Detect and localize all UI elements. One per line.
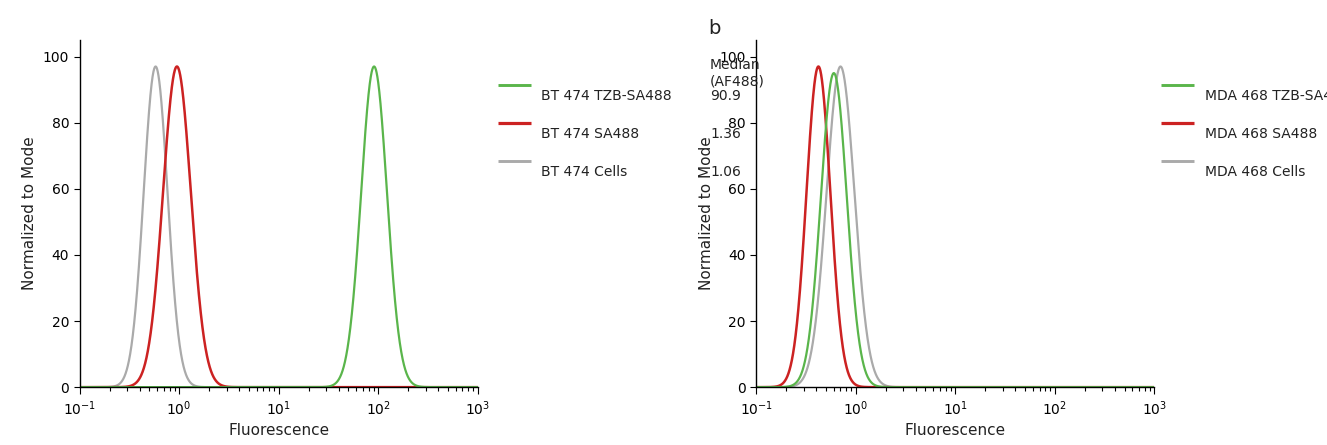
Text: BT 474 Cells: BT 474 Cells [541, 165, 628, 178]
Text: MDA 468 SA488: MDA 468 SA488 [1205, 127, 1318, 141]
X-axis label: Fluorescence: Fluorescence [228, 423, 329, 438]
Text: b: b [709, 19, 721, 38]
Text: MDA 468 Cells: MDA 468 Cells [1205, 165, 1306, 178]
X-axis label: Fluorescence: Fluorescence [905, 423, 1006, 438]
Text: MDA 468 TZB-SA488: MDA 468 TZB-SA488 [1205, 89, 1327, 103]
Y-axis label: Normalized to Mode: Normalized to Mode [699, 137, 714, 291]
Text: BT 474 TZB-SA488: BT 474 TZB-SA488 [541, 89, 671, 103]
Text: Median
(AF488): Median (AF488) [710, 58, 764, 88]
Y-axis label: Normalized to Mode: Normalized to Mode [23, 137, 37, 291]
Text: BT 474 SA488: BT 474 SA488 [541, 127, 640, 141]
Text: 1.36: 1.36 [710, 127, 740, 141]
Text: 1.06: 1.06 [710, 165, 740, 178]
Text: 90.9: 90.9 [710, 89, 740, 103]
